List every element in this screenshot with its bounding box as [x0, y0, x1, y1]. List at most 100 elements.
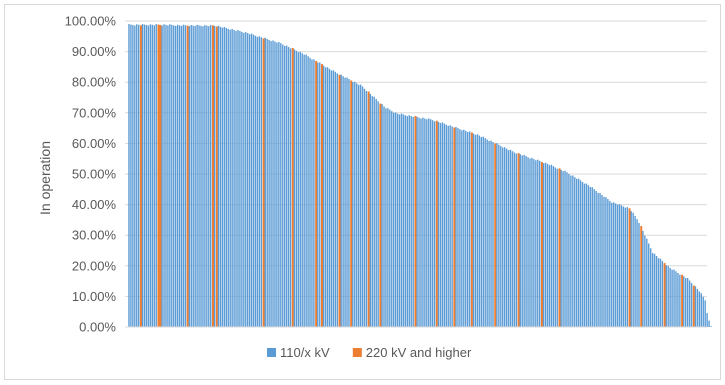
bar-110kv — [342, 76, 344, 327]
bar-110kv — [690, 283, 693, 327]
bar-110kv — [239, 30, 241, 327]
bar-110kv — [433, 121, 436, 327]
bar-110kv — [574, 177, 576, 327]
bar-110kv — [393, 112, 395, 327]
bar-110kv — [642, 230, 644, 327]
bar-110kv — [542, 163, 545, 327]
bar-110kv — [651, 253, 654, 327]
bar-110kv — [299, 51, 301, 327]
bar-110kv — [176, 24, 179, 327]
bar-110kv — [202, 26, 204, 328]
bar-110kv — [649, 248, 652, 327]
bar-220kv — [470, 132, 473, 327]
bar-110kv — [138, 24, 140, 327]
bar-110kv — [282, 44, 284, 327]
bar-110kv — [476, 134, 479, 327]
bar-110kv — [655, 256, 658, 327]
bar-110kv — [677, 273, 679, 327]
bar-110kv — [465, 130, 467, 327]
bar-110kv — [336, 73, 338, 327]
bar-110kv — [161, 25, 163, 328]
bar-110kv — [525, 156, 527, 327]
bar-110kv — [509, 149, 512, 327]
bar-110kv — [482, 136, 484, 327]
bar-110kv — [653, 253, 656, 327]
bar-110kv — [614, 203, 617, 327]
bar-110kv — [577, 178, 580, 327]
bar-110kv — [706, 313, 708, 327]
bar-110kv — [700, 293, 702, 327]
bar-110kv — [461, 130, 463, 327]
bar-110kv — [340, 74, 342, 327]
bar-110kv — [357, 84, 360, 327]
bar-110kv — [568, 173, 570, 327]
bar-110kv — [402, 114, 405, 327]
bar-110kv — [245, 32, 247, 327]
bar-110kv — [272, 40, 274, 328]
y-tick-label: 60.00% — [72, 136, 117, 151]
bar-110kv — [141, 24, 144, 328]
bar-110kv — [451, 126, 453, 327]
bar-110kv — [153, 25, 155, 328]
bar-110kv — [679, 274, 681, 327]
y-tick-label: 10.00% — [72, 289, 117, 304]
bar-110kv — [266, 38, 268, 327]
bar-110kv — [507, 150, 510, 327]
bar-110kv — [223, 26, 226, 328]
bar-110kv — [439, 123, 442, 327]
bar-110kv — [638, 222, 640, 327]
bar-220kv — [681, 274, 684, 327]
bar-110kv — [365, 91, 368, 327]
bar-110kv — [648, 243, 650, 327]
bar-110kv — [636, 219, 638, 327]
bar-110kv — [562, 171, 564, 327]
bar-110kv — [500, 146, 502, 327]
bar-110kv — [258, 36, 261, 327]
bar-110kv — [134, 25, 136, 328]
bar-110kv — [254, 35, 257, 327]
legend-label-1: 110/x kV — [280, 345, 330, 360]
bar-110kv — [484, 138, 486, 327]
bar-110kv — [552, 166, 555, 327]
bar-110kv — [305, 54, 307, 328]
bar-110kv — [466, 131, 469, 327]
bar-110kv — [587, 185, 590, 327]
bar-110kv — [474, 134, 477, 327]
bar-110kv — [698, 291, 701, 327]
bar-110kv — [523, 154, 525, 327]
bar-110kv — [130, 24, 132, 328]
bar-110kv — [410, 116, 412, 327]
bar-110kv — [624, 207, 627, 327]
bar-220kv — [211, 25, 214, 327]
bar-110kv — [480, 136, 483, 327]
bar-110kv — [607, 198, 609, 327]
bar-220kv — [291, 48, 294, 327]
bar-110kv — [505, 148, 508, 327]
bar-220kv — [453, 127, 456, 327]
bar-110kv — [396, 113, 399, 327]
bar-110kv — [151, 24, 154, 327]
bar-110kv — [348, 79, 350, 327]
bar-110kv — [169, 24, 171, 328]
bar-110kv — [463, 129, 465, 327]
bar-110kv — [531, 157, 533, 327]
bar-220kv — [350, 80, 353, 327]
bar-110kv — [233, 29, 235, 328]
bar-110kv — [486, 139, 488, 327]
bar-110kv — [235, 30, 237, 328]
bar-220kv — [157, 24, 160, 328]
bar-110kv — [418, 117, 420, 327]
bar-110kv — [278, 41, 280, 327]
bar-110kv — [583, 183, 586, 327]
bar-110kv — [441, 122, 444, 327]
legend-label-2: 220 kV and higher — [366, 345, 472, 360]
bar-110kv — [669, 267, 671, 327]
bar-110kv — [447, 125, 449, 327]
bar-110kv — [252, 34, 255, 328]
bar-110kv — [502, 147, 504, 327]
bar-110kv — [605, 197, 607, 327]
y-tick-label: 50.00% — [72, 167, 117, 182]
bar-110kv — [387, 108, 389, 328]
bar-110kv — [597, 192, 599, 327]
bar-110kv — [375, 99, 377, 327]
